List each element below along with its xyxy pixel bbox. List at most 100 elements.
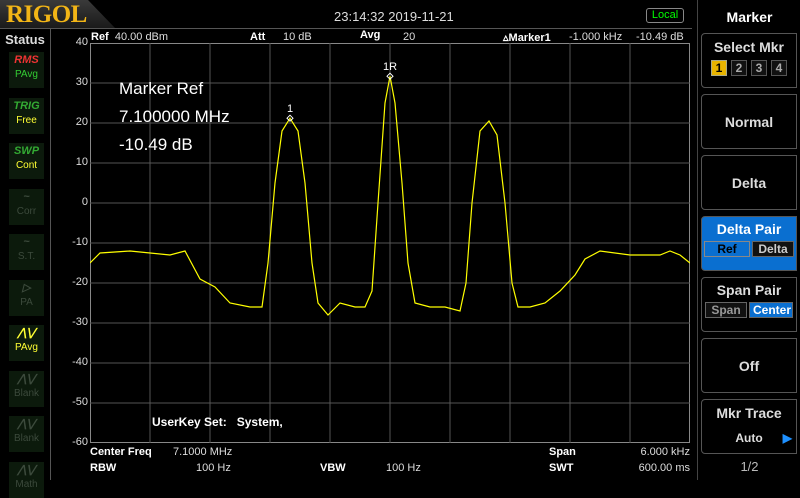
marker-header: ▵Marker1 bbox=[503, 31, 551, 44]
spectrum-plot[interactable]: 1 1R bbox=[90, 43, 690, 443]
y-tick-label: -60 bbox=[72, 436, 88, 448]
center-label: Center Freq bbox=[90, 446, 152, 458]
delta-icon: ▵ bbox=[503, 32, 509, 44]
status-glyph: ▷ bbox=[22, 281, 31, 294]
vbw-label-text: VBW bbox=[320, 462, 346, 474]
status-label: PAvg bbox=[15, 69, 38, 80]
swt-label-text: SWT bbox=[549, 462, 574, 474]
rbw-label[interactable]: RBW bbox=[90, 462, 116, 474]
status-cont-icon[interactable]: SWP Cont bbox=[9, 143, 44, 179]
status-pavg-icon[interactable]: RMS PAvg bbox=[9, 52, 44, 88]
marker-3-option[interactable]: 3 bbox=[751, 60, 767, 76]
ref-option[interactable]: Ref bbox=[704, 241, 750, 257]
span-label-text: Span bbox=[549, 446, 576, 458]
rbw-value: 100 Hz bbox=[196, 462, 231, 474]
select-mkr-label: Select Mkr bbox=[713, 39, 785, 55]
marker-1-option[interactable]: 1 bbox=[711, 60, 727, 76]
center-freq-value: 7.1000 MHz bbox=[173, 446, 233, 458]
span-option[interactable]: Span bbox=[705, 302, 747, 318]
status-corr-icon[interactable]: ~ Corr bbox=[9, 188, 44, 225]
y-tick-label: -30 bbox=[72, 316, 88, 328]
divider bbox=[50, 29, 51, 480]
marker-amp: -10.49 dB bbox=[636, 31, 684, 43]
y-tick-label: 10 bbox=[75, 156, 88, 168]
att-label: Att bbox=[250, 31, 266, 43]
status-label: Blank bbox=[13, 387, 39, 399]
y-tick-label: -10 bbox=[72, 236, 88, 248]
ref-value: 40.00 dBm bbox=[114, 31, 169, 43]
rigol-logo: RIGOL bbox=[0, 0, 115, 28]
marker-readout: Marker Ref 7.100000 MHz -10.49 dB bbox=[119, 75, 230, 159]
attenuation[interactable]: Att bbox=[250, 31, 265, 43]
menu-title: Marker bbox=[726, 9, 773, 25]
mkr-trace-button[interactable]: Mkr Trace Auto ▶ bbox=[701, 399, 797, 454]
trace-line bbox=[90, 76, 690, 316]
swt-label[interactable]: SWT bbox=[549, 462, 573, 474]
userkey-value: System, bbox=[236, 415, 283, 429]
marker-diamond bbox=[286, 114, 294, 122]
status-label: S.T. bbox=[17, 251, 36, 262]
status-glyph: RMS bbox=[14, 54, 39, 66]
span-pair-label: Span Pair bbox=[716, 282, 782, 298]
status-pavg-icon[interactable]: ⋀⋁ PAvg bbox=[9, 325, 44, 361]
center-option[interactable]: Center bbox=[749, 302, 793, 318]
normal-button[interactable]: Normal bbox=[701, 94, 797, 149]
userkey-set: UserKey Set: System, bbox=[152, 415, 283, 429]
status-glyph: ~ bbox=[23, 236, 30, 248]
delta-option[interactable]: Delta bbox=[752, 241, 794, 257]
status-glyph: ⋀⋁ bbox=[17, 418, 36, 430]
marker-label: Marker1 bbox=[508, 32, 551, 44]
ref-level[interactable]: Ref 40.00 dBm bbox=[91, 31, 168, 43]
center-freq-label[interactable]: Center Freq bbox=[90, 446, 152, 458]
y-tick-label: 0 bbox=[81, 196, 88, 208]
status-glyph: SWP bbox=[13, 145, 40, 157]
span-pair-button[interactable]: Span Pair Span Center bbox=[701, 277, 797, 332]
status-label: PA bbox=[20, 296, 33, 308]
readout-freq: 7.100000 MHz bbox=[119, 107, 230, 126]
readout-amp: -10.49 dB bbox=[119, 135, 193, 154]
avg-value: 20 bbox=[403, 31, 416, 43]
vbw-label[interactable]: VBW bbox=[320, 462, 346, 474]
status-glyph: TRIG bbox=[13, 99, 40, 112]
status-glyph: ⋀⋁ bbox=[17, 463, 36, 476]
avg-label: Avg bbox=[360, 29, 380, 41]
status-label: PAvg bbox=[15, 342, 38, 353]
y-tick-label: -50 bbox=[72, 396, 88, 408]
status-label: Corr bbox=[16, 205, 37, 217]
status-label: Blank bbox=[13, 433, 39, 444]
status-pa-icon[interactable]: ▷ PA bbox=[9, 279, 44, 316]
marker-freq: -1.000 kHz bbox=[569, 31, 623, 43]
off-button[interactable]: Off bbox=[701, 338, 797, 393]
span-value: 6.000 kHz bbox=[640, 446, 690, 458]
delta-button[interactable]: Delta bbox=[701, 155, 797, 210]
status-label: Free bbox=[16, 114, 37, 126]
y-tick-label: -20 bbox=[72, 276, 88, 288]
status-label: Math bbox=[15, 478, 38, 490]
delta-pair-button[interactable]: Delta Pair Ref Delta bbox=[701, 216, 797, 271]
arrow-right-icon: ▶ bbox=[782, 431, 792, 445]
marker-label: 1R bbox=[383, 61, 397, 73]
ref-label: Ref bbox=[91, 31, 109, 43]
vbw-value: 100 Hz bbox=[386, 462, 421, 474]
status-glyph: ~ bbox=[23, 190, 30, 203]
span-label[interactable]: Span bbox=[549, 446, 576, 458]
status-glyph: ⋀⋁ bbox=[17, 372, 36, 385]
status-blank-icon[interactable]: ⋀⋁ Blank bbox=[9, 370, 44, 407]
swt-value: 600.00 ms bbox=[638, 462, 690, 474]
marker-diamond bbox=[386, 72, 394, 80]
marker-label: 1 bbox=[287, 103, 293, 115]
status-free-icon[interactable]: TRIG Free bbox=[9, 97, 44, 134]
status-label: Cont bbox=[15, 160, 38, 171]
userkey-label: UserKey Set: bbox=[152, 415, 227, 429]
marker-2-option[interactable]: 2 bbox=[731, 60, 747, 76]
datetime: 23:14:32 2019-11-21 bbox=[334, 9, 454, 24]
status-blank-icon[interactable]: ⋀⋁ Blank bbox=[9, 416, 44, 452]
local-badge[interactable]: Local bbox=[646, 8, 684, 23]
marker-4-option[interactable]: 4 bbox=[771, 60, 787, 76]
page-indicator[interactable]: 1/2 bbox=[740, 459, 759, 474]
status-glyph: ⋀⋁ bbox=[17, 327, 36, 339]
status-st.-icon[interactable]: ~ S.T. bbox=[9, 234, 44, 270]
readout-title: Marker Ref bbox=[119, 79, 204, 98]
